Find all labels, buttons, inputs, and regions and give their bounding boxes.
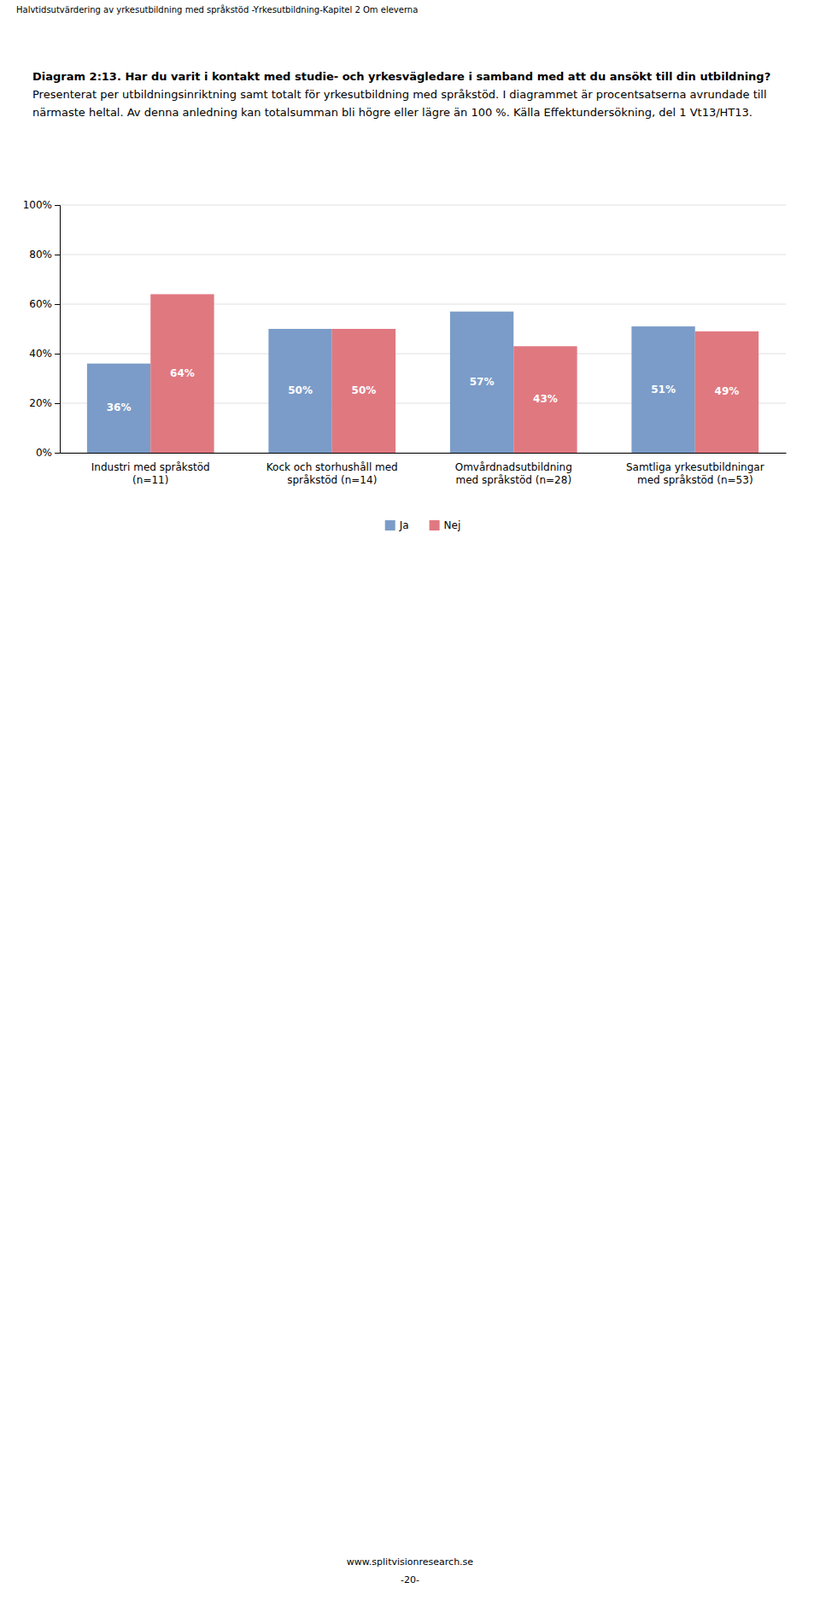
bar [513, 345, 577, 453]
subtitle: Presenterat per utbildningsinriktning sa… [32, 87, 768, 119]
x-axis-line [60, 452, 787, 454]
y-tick: 100% [23, 199, 60, 211]
y-tick-label: 60% [29, 298, 53, 311]
data-labels: 36% 50% 57% 51% 64% 50% 43% 49% [106, 367, 740, 415]
y-tick: 60% [29, 298, 60, 311]
y-tick-label: 20% [29, 397, 53, 410]
x-tick: Kock och storhushåll medspråkstöd (n=14) [266, 461, 399, 487]
bar [268, 328, 332, 453]
y-tick-mark [54, 205, 60, 206]
grid [59, 205, 786, 453]
data-label: 51% [650, 383, 676, 396]
x-tick: Omvårdnadsutbildningmed språkstöd (n=28) [455, 461, 573, 487]
bar [450, 311, 514, 453]
title: Diagram 2:13. Har du varit i kontakt med… [32, 70, 771, 83]
x-tick-label: Industri med språkstöd(n=11) [91, 461, 211, 487]
title-block: Diagram 2:13. Har du varit i kontakt med… [32, 68, 785, 122]
x-tick: Industri med språkstöd(n=11) [91, 461, 211, 487]
footer-url: www.splitvisionresearch.se [0, 1556, 820, 1568]
y-tick-mark [54, 353, 60, 355]
y-tick-mark [54, 254, 60, 256]
x-axis: Industri med språkstöd(n=11) Kock och sto… [60, 453, 787, 487]
grid-line [59, 205, 786, 206]
data-label: 64% [169, 367, 195, 380]
data-label: 50% [351, 384, 377, 397]
legend-label: Nej [444, 519, 462, 532]
y-tick-mark [54, 304, 60, 305]
legend: Ja Nej [385, 519, 462, 532]
bar [695, 331, 759, 453]
data-label: 57% [469, 375, 495, 388]
legend-swatch [429, 520, 440, 531]
chart: 36% 50% 57% 51% 64% 50% 43% 49% 0% 20% 40% 60% 80% 10… [0, 187, 820, 556]
data-label: 49% [714, 385, 740, 398]
footer-page: -20- [0, 1574, 820, 1586]
bar [150, 293, 214, 453]
y-axis-line [54, 205, 61, 454]
y-tick-label: 100% [23, 199, 53, 211]
data-label: 36% [106, 401, 132, 414]
grid-line [59, 254, 786, 256]
legend-label: Ja [398, 519, 410, 532]
data-label: 43% [533, 392, 558, 405]
legend-item: Ja [385, 519, 410, 532]
y-axis: 0% 20% 40% 60% 80% 100% [23, 199, 61, 459]
y-tick: 80% [29, 248, 60, 261]
legend-swatch [385, 520, 396, 531]
x-tick-label: Kock och storhushåll medspråkstöd (n=14) [266, 461, 399, 487]
bar [631, 326, 695, 453]
y-tick: 40% [29, 347, 60, 360]
bar [332, 328, 396, 453]
bars [87, 293, 759, 453]
x-tick-label: Omvårdnadsutbildningmed språkstöd (n=28) [455, 461, 573, 487]
bar [87, 363, 151, 453]
y-tick: 20% [29, 397, 60, 410]
legend-item: Nej [429, 519, 462, 532]
x-tick: Samtliga yrkesutbildningarmed språkstöd … [626, 461, 765, 487]
data-label: 50% [287, 384, 313, 397]
y-tick-label: 80% [29, 248, 53, 261]
y-tick-label: 40% [29, 347, 53, 360]
y-tick: 0% [35, 446, 60, 459]
y-tick-label: 0% [35, 446, 53, 459]
y-tick-mark [54, 452, 60, 454]
y-tick-mark [54, 403, 60, 405]
header: Halvtidsutvärdering av yrkesutbildning m… [16, 5, 418, 15]
x-tick-label: Samtliga yrkesutbildningarmed språkstöd … [626, 461, 765, 487]
